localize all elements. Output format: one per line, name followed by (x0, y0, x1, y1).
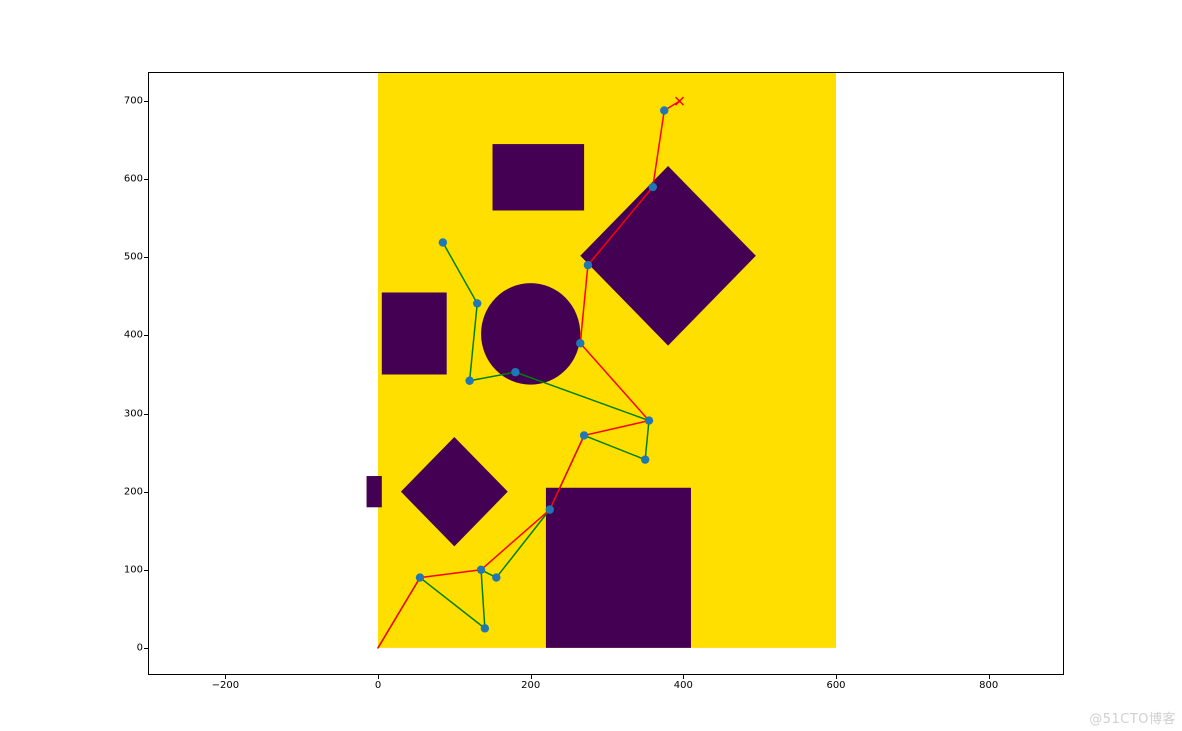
ytick-label: 100 (124, 564, 143, 575)
node-marker (477, 566, 485, 574)
node-marker (649, 183, 657, 191)
node-marker (584, 261, 592, 269)
ytick-mark (144, 101, 149, 102)
node-marker (492, 573, 500, 581)
node-marker (660, 106, 668, 114)
xtick-mark (836, 674, 837, 679)
node-marker (641, 455, 649, 463)
axes: −20002004006008000100200300400500600700 (148, 72, 1064, 675)
xtick-mark (989, 674, 990, 679)
ytick-mark (144, 179, 149, 180)
xtick-mark (531, 674, 532, 679)
plot-area (149, 73, 1063, 674)
ytick-mark (144, 414, 149, 415)
ytick-mark (144, 492, 149, 493)
node-marker (439, 238, 447, 246)
watermark: @51CTO博客 (1089, 708, 1176, 727)
ytick-label: 300 (124, 408, 143, 419)
plot-svg (149, 73, 1063, 674)
xtick-label: 0 (375, 680, 381, 691)
node-marker (481, 624, 489, 632)
ytick-label: 500 (124, 252, 143, 263)
ytick-label: 200 (124, 486, 143, 497)
ytick-label: 0 (137, 642, 143, 653)
xtick-mark (378, 674, 379, 679)
xtick-label: 400 (674, 680, 693, 691)
ytick-label: 700 (124, 96, 143, 107)
figure: −20002004006008000100200300400500600700 … (0, 0, 1182, 731)
obstacle (546, 488, 691, 648)
ytick-label: 400 (124, 330, 143, 341)
xtick-label: −200 (212, 680, 239, 691)
xtick-label: 800 (979, 680, 998, 691)
node-marker (511, 368, 519, 376)
obstacle (493, 144, 585, 210)
ytick-mark (144, 335, 149, 336)
ytick-mark (144, 257, 149, 258)
xtick-mark (683, 674, 684, 679)
node-marker (576, 339, 584, 347)
obstacle (382, 292, 447, 374)
node-marker (580, 431, 588, 439)
node-marker (473, 299, 481, 307)
ytick-mark (144, 648, 149, 649)
node-marker (546, 505, 554, 513)
ytick-label: 600 (124, 174, 143, 185)
obstacle (481, 283, 580, 385)
obstacle (367, 476, 382, 507)
xtick-label: 600 (826, 680, 845, 691)
xtick-label: 200 (521, 680, 540, 691)
xtick-mark (225, 674, 226, 679)
ytick-mark (144, 570, 149, 571)
node-marker (465, 377, 473, 385)
node-marker (416, 573, 424, 581)
node-marker (645, 416, 653, 424)
